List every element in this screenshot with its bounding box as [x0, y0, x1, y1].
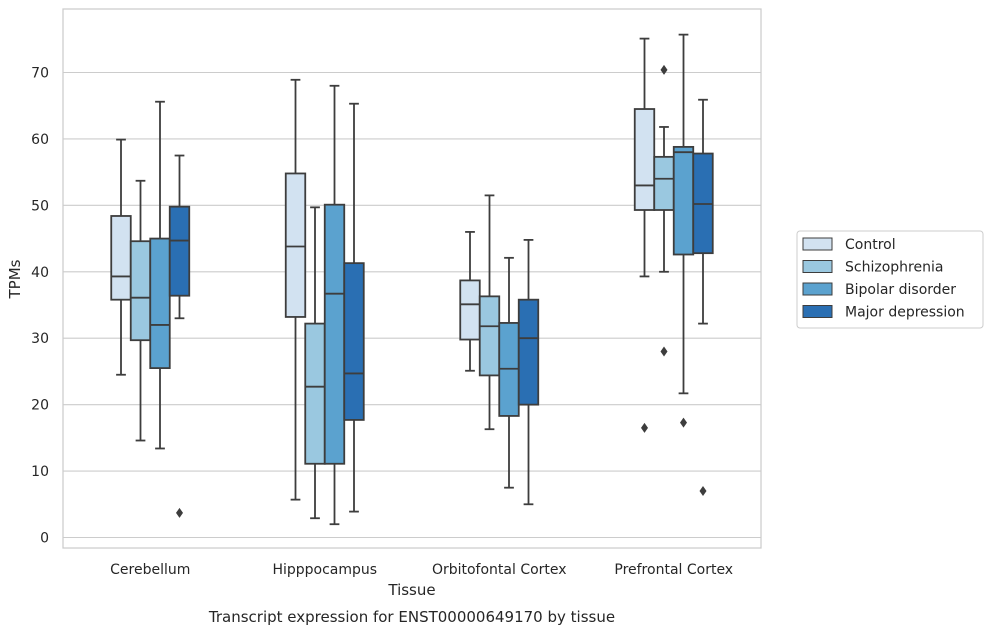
x-tick-label: Prefrontal Cortex	[614, 562, 733, 578]
y-tick-label: 60	[31, 132, 49, 148]
legend-frame	[796, 230, 984, 329]
outlier-point	[660, 64, 668, 75]
y-tick-label: 10	[31, 464, 49, 480]
x-tick-labels: Cerebellum Hipppocampus Orbitofontal Corte…	[110, 562, 733, 578]
plot-frame	[62, 8, 762, 549]
box-group	[498, 256, 520, 489]
legend-swatch	[802, 282, 833, 296]
y-tick-label: 50	[31, 198, 49, 214]
chart-caption: Transcript expression for ENST0000064917…	[208, 608, 615, 626]
y-tick-label: 0	[40, 531, 49, 547]
legend-swatch	[802, 305, 833, 318]
box-body	[459, 279, 481, 341]
outlier-point	[680, 417, 687, 428]
box-body	[149, 237, 171, 370]
box-group	[343, 102, 365, 513]
y-tick-label: 30	[31, 331, 49, 347]
box-group	[517, 238, 540, 506]
legend-swatch	[802, 260, 833, 273]
y-tick-label: 20	[31, 398, 49, 414]
box-group	[149, 100, 171, 450]
box-group	[633, 37, 656, 433]
box-group	[653, 64, 675, 357]
box-group	[672, 33, 695, 428]
box-body	[129, 240, 152, 342]
box-group	[284, 78, 307, 501]
box-body	[323, 203, 346, 465]
y-tick-label: 40	[31, 265, 49, 281]
box-group	[168, 154, 191, 518]
y-tick-label: 70	[31, 65, 49, 81]
outlier-point	[660, 346, 668, 357]
box-body	[478, 295, 501, 377]
box-group	[110, 138, 132, 376]
legend-label: Control	[845, 237, 896, 253]
box-body	[304, 322, 326, 465]
y-axis-title: TPMs	[6, 259, 24, 299]
box-body	[110, 215, 132, 301]
legend-label: Major depression	[845, 305, 965, 321]
box-body	[343, 262, 365, 421]
box-body	[633, 108, 656, 211]
box-body	[284, 172, 307, 318]
x-tick-label: Orbitofontal Cortex	[432, 562, 567, 578]
box-body	[653, 155, 675, 211]
box-body	[672, 145, 695, 256]
outlier-point	[699, 485, 707, 496]
legend-label: Bipolar disorder	[845, 282, 956, 298]
outlier-point	[176, 507, 183, 518]
outlier-point	[641, 422, 648, 433]
x-tick-label: Hipppocampus	[272, 562, 377, 578]
box-group	[459, 231, 481, 372]
box-group	[692, 98, 714, 496]
x-axis-title: Tissue	[387, 581, 435, 599]
legend-label: Schizophrenia	[845, 260, 943, 276]
legend: Control Schizophrenia Bipolar disorder Majo…	[796, 230, 984, 329]
box-group	[129, 179, 152, 442]
legend-swatch	[802, 237, 833, 251]
box-group	[478, 194, 501, 431]
box-body	[517, 298, 540, 406]
box-groups	[110, 33, 714, 526]
box-body	[168, 205, 191, 297]
x-tick-label: Cerebellum	[110, 562, 190, 578]
box-group	[323, 84, 346, 526]
y-tick-labels: 0 10 20 30 40 50 60 70	[31, 65, 49, 546]
